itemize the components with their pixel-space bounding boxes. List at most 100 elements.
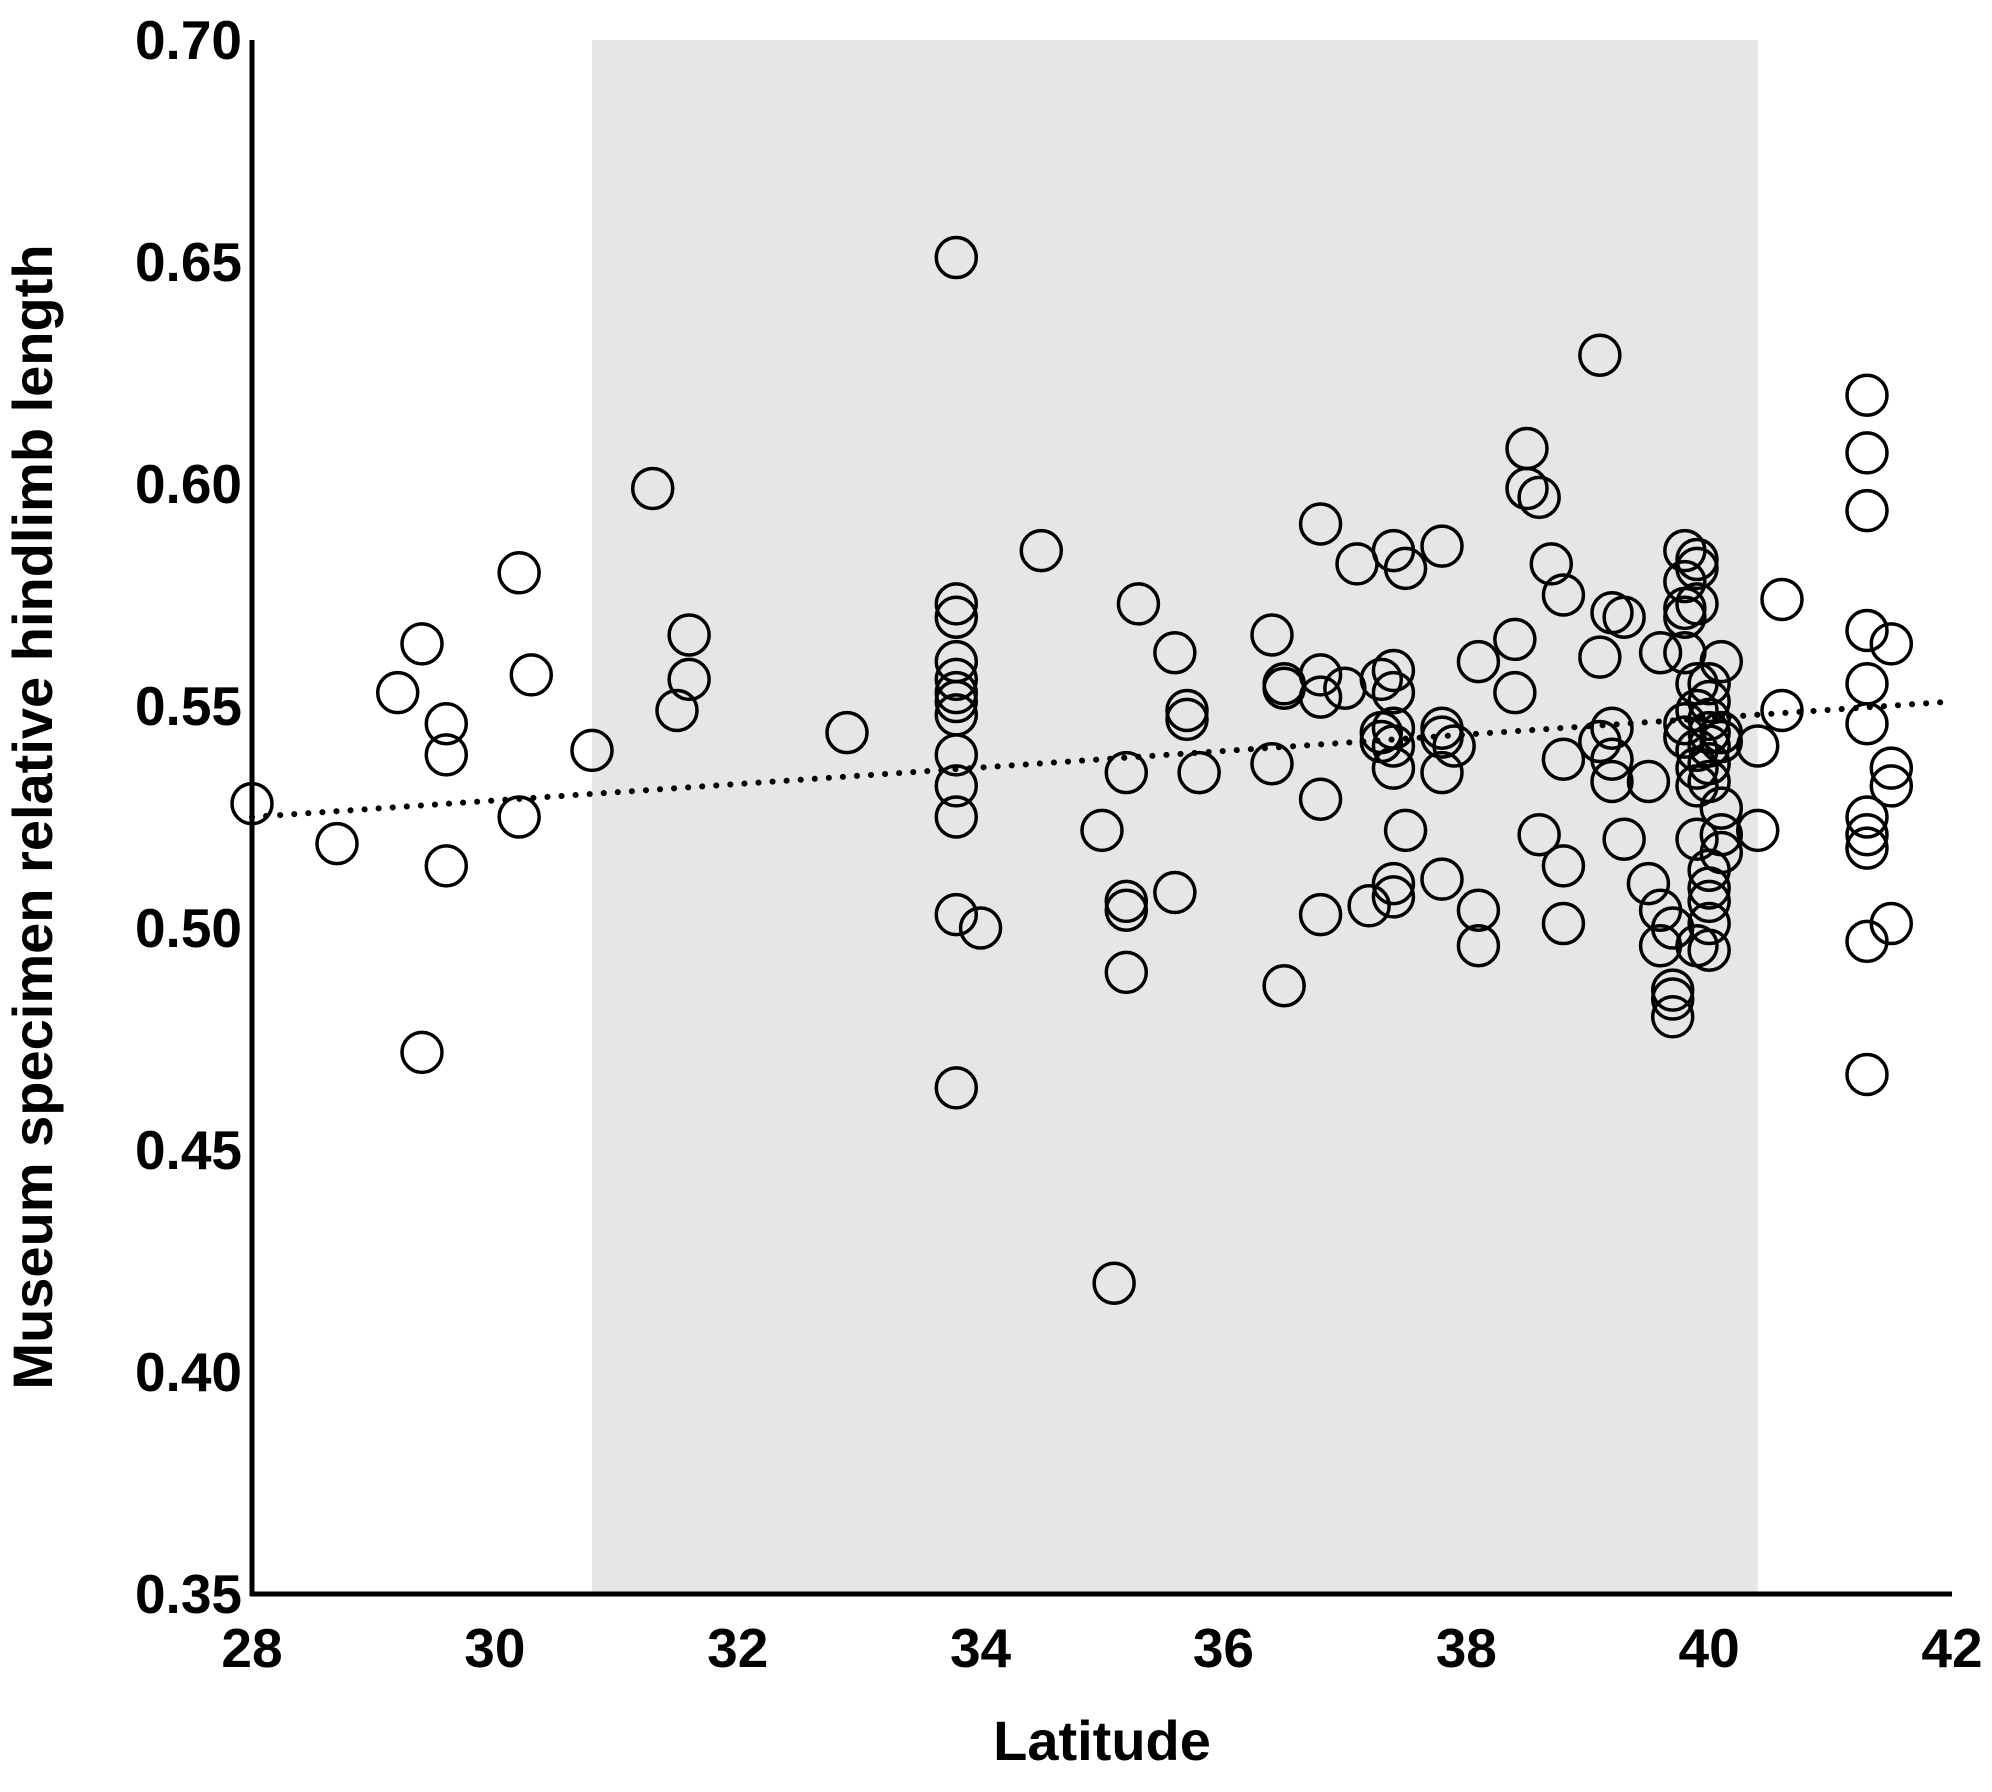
data-point [1735,808,1780,853]
data-point [1626,759,1671,804]
data-point [1116,582,1161,626]
data-point [1298,653,1343,697]
data-point [1517,813,1561,857]
data-point [1687,662,1731,706]
data-point [1760,688,1804,733]
data-point [1578,333,1622,377]
data-point [934,795,979,839]
data-point [1420,524,1464,568]
x-tick-label: 40 [1679,1617,1740,1679]
data-point [424,844,469,888]
data-point [1432,724,1476,768]
data-point [1383,808,1428,853]
x-tick-label: 36 [1193,1617,1254,1679]
y-tick-label: 0.50 [135,897,242,959]
data-point [934,595,979,639]
data-point [1420,857,1464,901]
data-point [1699,719,1744,764]
y-tick-label: 0.70 [135,9,242,71]
y-tick-label: 0.40 [135,1341,242,1403]
data-point [1359,657,1404,702]
data-point [1675,817,1719,861]
data-point [1092,1261,1136,1305]
data-point [1687,679,1731,724]
data-point [1456,924,1501,968]
data-point [1541,901,1586,946]
data-point [1371,746,1416,790]
data-point [1104,879,1149,924]
data-point [1845,1052,1889,1097]
data-point [1845,373,1889,417]
data-point [1371,724,1416,768]
data-point [497,795,541,839]
data-point [1845,488,1889,533]
data-point [1650,977,1695,1021]
data-point [1505,466,1549,511]
data-point [509,653,554,697]
data-point [1371,875,1416,919]
data-point [934,764,979,808]
data-point [1675,582,1719,626]
data-point [1845,919,1889,964]
data-point [1298,777,1343,821]
data-point [958,906,1003,950]
data-point [1371,648,1416,693]
data-point [1517,475,1561,520]
data-point [400,622,444,666]
data-point [315,821,359,866]
data-point [1687,759,1731,804]
data-point [1845,662,1889,706]
y-axis-title: Museum specimen relative hindlimb length [1,244,64,1389]
data-point [1626,861,1671,906]
data-point [1153,630,1197,675]
data-point [1663,715,1707,759]
data-point [1845,702,1889,746]
data-point [825,710,869,755]
y-tick-label: 0.60 [135,453,242,515]
data-point [1153,870,1197,915]
shaded-latitude-band [592,40,1758,1594]
data-point [1590,759,1634,804]
data-point [1578,635,1622,679]
data-point [497,551,541,595]
data-point [1869,622,1914,666]
data-point [1250,741,1294,786]
data-point [1869,901,1914,946]
y-tick-label: 0.65 [135,231,242,293]
data-point [1177,750,1221,795]
x-tick-label: 30 [464,1617,525,1679]
data-point [934,582,979,626]
data-point [570,728,614,773]
x-tick-label: 34 [950,1617,1012,1679]
data-point [1104,950,1149,995]
data-point [1104,750,1149,795]
data-point [1262,963,1306,1008]
data-point [1675,537,1719,582]
y-tick-label: 0.35 [135,1563,242,1625]
x-tick-label: 28 [221,1617,282,1679]
data-point [1845,813,1889,857]
data-point [1298,892,1343,937]
data-point [1845,795,1889,839]
data-point [1650,906,1695,950]
y-tick-labels: 0.35 0.40 0.45 0.50 0.55 0.60 0.65 0.70 [135,9,242,1625]
x-tick-label: 38 [1436,1617,1497,1679]
data-point [1493,617,1537,662]
data-point [1541,573,1586,617]
data-point [424,702,469,746]
data-point [1760,577,1804,622]
data-point [1541,844,1586,888]
data-point [1663,559,1707,604]
data-point [1663,595,1707,639]
data-point [1687,741,1731,786]
x-tick-label: 42 [1921,1617,1982,1679]
data-point [1699,813,1744,857]
data-point [630,466,675,511]
x-tick-label: 32 [707,1617,768,1679]
data-points [230,235,1914,1305]
data-point [1602,595,1646,639]
data-point [1845,608,1889,653]
data-point [375,670,420,715]
data-point [1420,750,1464,795]
data-point [667,657,711,702]
